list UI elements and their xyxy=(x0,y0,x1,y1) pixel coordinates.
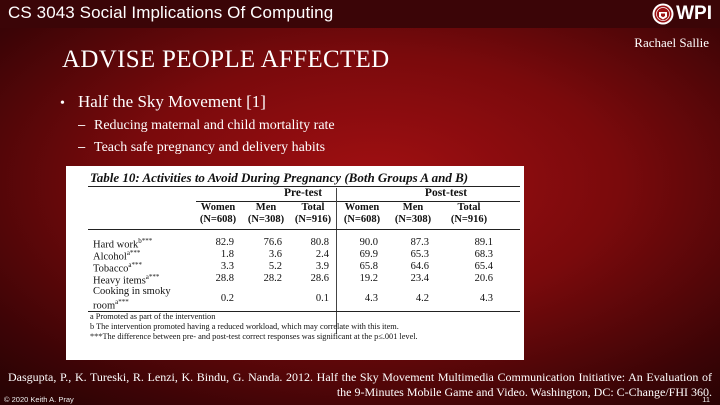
cell: 65.8 xyxy=(359,261,378,272)
bullet-dot-icon: • xyxy=(60,96,65,111)
column-name: Men xyxy=(255,202,277,213)
citation: Dasgupta, P., K. Tureski, R. Lenzi, K. B… xyxy=(8,370,712,399)
sub-bullet-item: – Reducing maternal and child mortality … xyxy=(78,117,335,134)
cell: 4.3 xyxy=(479,293,493,304)
group-header-posttest: Post-test xyxy=(424,187,468,199)
column-name: Women xyxy=(344,202,380,213)
group-divider xyxy=(336,188,337,334)
row-label: Cooking in smoky rooma*** xyxy=(93,286,171,312)
cell: 2.4 xyxy=(315,249,329,260)
bullet-list: • Half the Sky Movement [1] – Reducing m… xyxy=(60,92,335,156)
sub-bullet-item: – Teach safe pregnancy and delivery habi… xyxy=(78,139,335,156)
column-header: Men (N=308) xyxy=(390,202,436,226)
wpi-logo: WPI xyxy=(652,2,712,26)
column-name: Women xyxy=(200,202,236,213)
cell: 28.8 xyxy=(215,273,234,284)
cell: 19.2 xyxy=(359,273,378,284)
column-header: Total (N=916) xyxy=(290,202,336,226)
cell: 65.3 xyxy=(410,249,429,260)
column-n: (N=608) xyxy=(199,214,237,225)
cell: 68.3 xyxy=(474,249,493,260)
cell: 65.4 xyxy=(474,261,493,272)
cell: 20.6 xyxy=(474,273,493,284)
cell: 82.9 xyxy=(215,237,234,248)
header-rule xyxy=(88,229,520,230)
table-top-rule xyxy=(88,186,520,187)
table-note: a Promoted as part of the intervention xyxy=(90,312,216,321)
cell: 76.6 xyxy=(263,237,282,248)
column-n: (N=916) xyxy=(450,214,488,225)
sub-bullet-text: Teach safe pregnancy and delivery habits xyxy=(94,140,326,155)
copyright: © 2020 Keith A. Pray xyxy=(4,395,74,404)
group-rule xyxy=(196,201,520,202)
cell: 69.9 xyxy=(359,249,378,260)
cell: 0.1 xyxy=(315,293,329,304)
cell: 23.4 xyxy=(410,273,429,284)
sub-bullet-text: Reducing maternal and child mortality ra… xyxy=(94,118,335,133)
cell: 28.2 xyxy=(263,273,282,284)
dash-icon: – xyxy=(78,139,86,154)
column-name: Total xyxy=(457,202,481,213)
row-label: Tobaccoa*** xyxy=(93,261,143,275)
column-name: Men xyxy=(402,202,424,213)
row-label: Hard workb*** xyxy=(93,237,153,251)
dash-icon: – xyxy=(78,117,86,132)
slide-title: ADVISE PEOPLE AFFECTED xyxy=(62,46,390,73)
column-n: (N=916) xyxy=(294,214,332,225)
table-notes: a Promoted as part of the intervention b… xyxy=(90,312,418,342)
cell: 4.3 xyxy=(364,293,378,304)
cell: 3.9 xyxy=(315,261,329,272)
cell: 90.0 xyxy=(359,237,378,248)
course-title: CS 3043 Social Implications Of Computing xyxy=(8,3,334,22)
bullet-text: Half the Sky Movement [1] xyxy=(78,92,266,111)
cell: 64.6 xyxy=(410,261,429,272)
column-header: Men (N=308) xyxy=(244,202,288,226)
row-label: Alcohola*** xyxy=(93,249,141,263)
title-bar: CS 3043 Social Implications Of Computing… xyxy=(0,0,720,28)
wpi-seal-icon xyxy=(652,3,674,25)
cell: 28.6 xyxy=(310,273,329,284)
cell: 0.2 xyxy=(220,293,234,304)
bottom-rule xyxy=(88,311,520,312)
cell: 3.3 xyxy=(220,261,234,272)
cell: 1.8 xyxy=(220,249,234,260)
page-number: 11 xyxy=(702,395,710,404)
cell: 5.2 xyxy=(268,261,282,272)
author-name: Rachael Sallie xyxy=(634,35,709,50)
column-n: (N=308) xyxy=(247,214,285,225)
cell: 80.8 xyxy=(310,237,329,248)
column-n: (N=308) xyxy=(394,214,432,225)
logo-text: WPI xyxy=(676,3,712,24)
cell: 4.2 xyxy=(415,293,429,304)
row-label: Heavy itemsa*** xyxy=(93,273,160,287)
table-title: Table 10: Activities to Avoid During Pre… xyxy=(90,170,469,185)
survey-table: Table 10: Activities to Avoid During Pre… xyxy=(66,166,524,360)
column-header: Total (N=916) xyxy=(446,202,492,226)
cell: 87.3 xyxy=(410,237,429,248)
cell: 89.1 xyxy=(474,237,493,248)
table-note: ***The difference between pre- and post-… xyxy=(90,332,418,341)
column-name: Total xyxy=(301,202,325,213)
column-header: Women (N=608) xyxy=(338,202,386,226)
table-note: b The intervention promoted having a red… xyxy=(90,322,399,331)
bullet-item: • Half the Sky Movement [1] xyxy=(60,92,335,112)
cell: 3.6 xyxy=(268,249,282,260)
column-n: (N=608) xyxy=(343,214,381,225)
group-header-pretest: Pre-test xyxy=(283,187,323,199)
column-header: Women (N=608) xyxy=(194,202,242,226)
